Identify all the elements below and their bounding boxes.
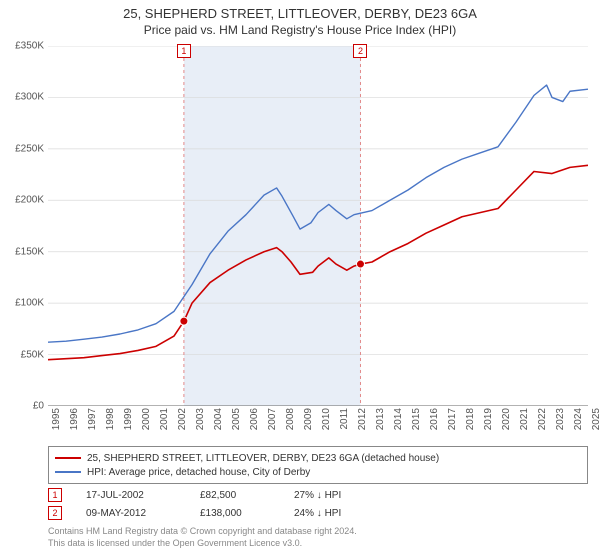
x-tick-label: 2002 (177, 408, 188, 430)
sale-num: 2 (48, 506, 62, 520)
y-tick-label: £100K (15, 298, 44, 309)
sale-hpi: 24% ↓ HPI (294, 508, 384, 519)
x-tick-label: 2006 (249, 408, 260, 430)
sale-date: 17-JUL-2002 (86, 490, 176, 501)
x-tick-label: 1999 (123, 408, 134, 430)
x-tick-label: 2017 (447, 408, 458, 430)
x-tick-label: 1998 (105, 408, 116, 430)
sales-table: 1 17-JUL-2002 £82,500 27% ↓ HPI 2 09-MAY-2012… (48, 486, 588, 522)
legend-row: HPI: Average price, detached house, City… (55, 465, 581, 479)
y-tick-label: £50K (21, 349, 44, 360)
sale-hpi: 27% ↓ HPI (294, 490, 384, 501)
footer: Contains HM Land Registry data © Crown c… (48, 526, 588, 549)
x-tick-label: 1995 (51, 408, 62, 430)
y-tick-label: £150K (15, 246, 44, 257)
x-tick-label: 1996 (69, 408, 80, 430)
footer-line2: This data is licensed under the Open Gov… (48, 538, 588, 550)
x-tick-label: 2018 (465, 408, 476, 430)
sale-marker-2: 2 (353, 44, 367, 58)
legend-label: HPI: Average price, detached house, City… (87, 467, 310, 478)
x-tick-label: 2011 (339, 408, 350, 430)
y-tick-label: £250K (15, 143, 44, 154)
x-tick-label: 2004 (213, 408, 224, 430)
chart-area: £0£50K£100K£150K£200K£250K£300K£350K 199… (48, 46, 588, 406)
x-tick-label: 2010 (321, 408, 332, 430)
sale-num: 1 (48, 488, 62, 502)
sale-row: 1 17-JUL-2002 £82,500 27% ↓ HPI (48, 486, 588, 504)
x-tick-label: 2022 (537, 408, 548, 430)
x-tick-label: 2001 (159, 408, 170, 430)
x-tick-label: 2023 (555, 408, 566, 430)
legend-swatch (55, 471, 81, 473)
x-tick-label: 2021 (519, 408, 530, 430)
x-tick-label: 2012 (357, 408, 368, 430)
x-tick-label: 2008 (285, 408, 296, 430)
title-address: 25, SHEPHERD STREET, LITTLEOVER, DERBY, … (0, 6, 600, 21)
title-block: 25, SHEPHERD STREET, LITTLEOVER, DERBY, … (0, 0, 600, 37)
y-tick-label: £0 (33, 401, 44, 412)
legend-box: 25, SHEPHERD STREET, LITTLEOVER, DERBY, … (48, 446, 588, 484)
x-tick-label: 2015 (411, 408, 422, 430)
legend-row: 25, SHEPHERD STREET, LITTLEOVER, DERBY, … (55, 451, 581, 465)
y-tick-label: £300K (15, 92, 44, 103)
x-tick-label: 1997 (87, 408, 98, 430)
x-tick-label: 2009 (303, 408, 314, 430)
sale-price: £82,500 (200, 490, 270, 501)
sale-marker-1: 1 (177, 44, 191, 58)
x-tick-label: 2000 (141, 408, 152, 430)
y-tick-label: £350K (15, 41, 44, 52)
x-tick-label: 2019 (483, 408, 494, 430)
sale-row: 2 09-MAY-2012 £138,000 24% ↓ HPI (48, 504, 588, 522)
x-tick-label: 2003 (195, 408, 206, 430)
sale-price: £138,000 (200, 508, 270, 519)
plot-svg (48, 46, 588, 406)
title-subtitle: Price paid vs. HM Land Registry's House … (0, 23, 600, 37)
legend-swatch (55, 457, 81, 459)
legend-label: 25, SHEPHERD STREET, LITTLEOVER, DERBY, … (87, 453, 439, 464)
y-tick-label: £200K (15, 195, 44, 206)
x-tick-label: 2020 (501, 408, 512, 430)
y-axis-labels: £0£50K£100K£150K£200K£250K£300K£350K (2, 46, 46, 406)
footer-line1: Contains HM Land Registry data © Crown c… (48, 526, 588, 538)
sale-date: 09-MAY-2012 (86, 508, 176, 519)
x-tick-label: 2007 (267, 408, 278, 430)
x-axis-labels: 1995 1996 1997 1998 1999 2000 2001 2002 2003 2004… (48, 406, 588, 442)
x-tick-label: 2024 (573, 408, 584, 430)
x-tick-label: 2013 (375, 408, 386, 430)
x-tick-label: 2005 (231, 408, 242, 430)
x-tick-label: 2014 (393, 408, 404, 430)
x-tick-label: 2016 (429, 408, 440, 430)
chart-container: 25, SHEPHERD STREET, LITTLEOVER, DERBY, … (0, 0, 600, 560)
x-tick-label: 2025 (591, 408, 600, 430)
